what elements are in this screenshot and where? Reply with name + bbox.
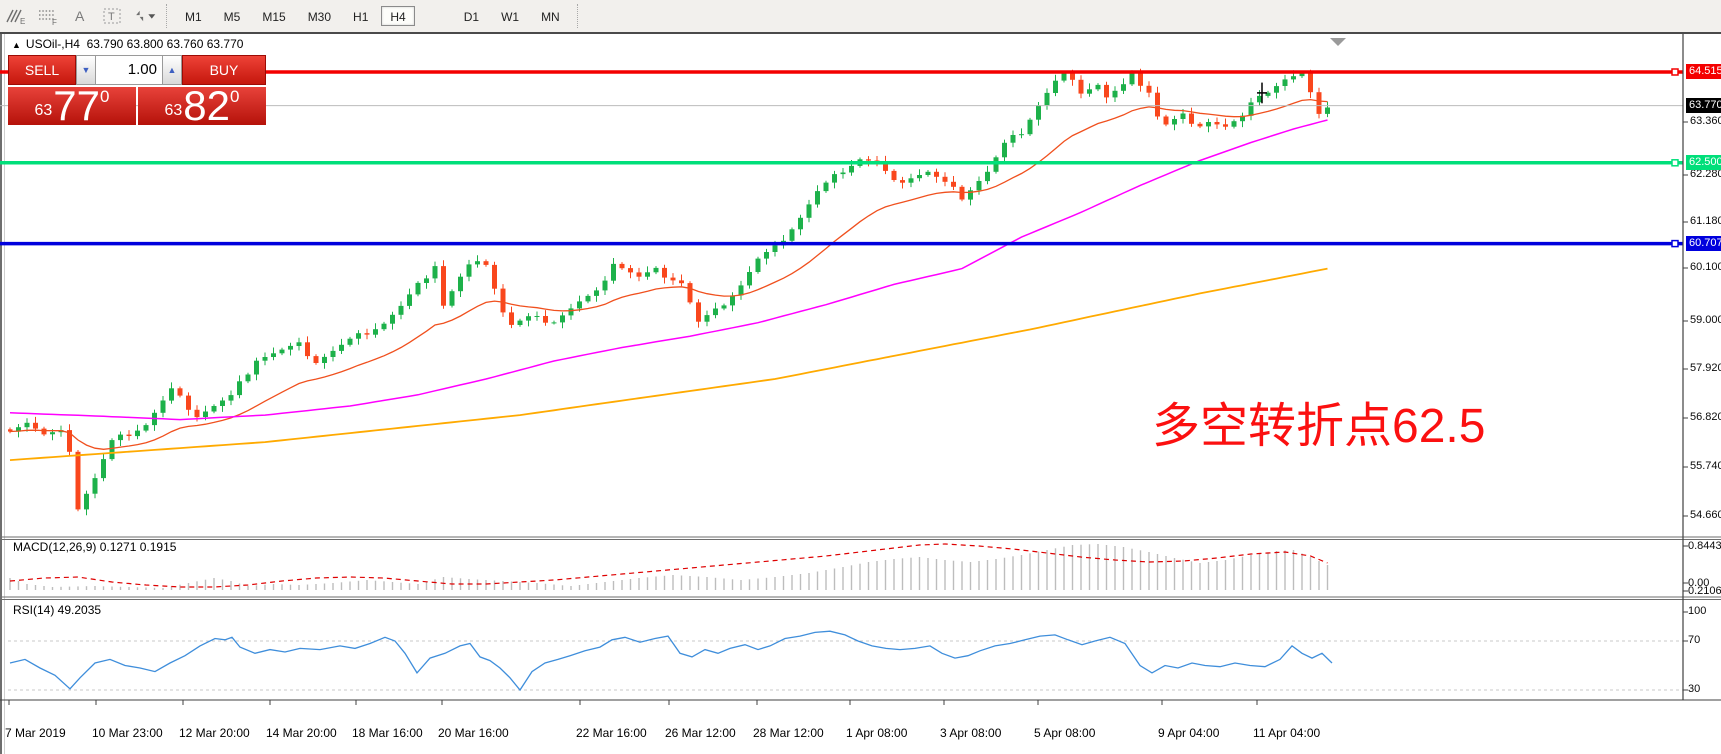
price-axis-label: 55.740 <box>1690 460 1721 472</box>
volume-increase-button[interactable]: ▲ <box>162 55 182 85</box>
window-left-border-inner <box>4 34 5 754</box>
arrow-objects-icon[interactable] <box>131 4 157 28</box>
symbol-name: USOil-,H4 <box>25 37 80 51</box>
time-axis-label: 18 Mar 16:00 <box>352 726 423 740</box>
svg-text:A: A <box>75 8 85 24</box>
time-axis-label: 3 Apr 08:00 <box>940 726 1002 740</box>
toolbar-separator <box>576 4 579 28</box>
volume-decrease-button[interactable]: ▼ <box>76 55 96 85</box>
timeframe-button-m5[interactable]: M5 <box>215 6 250 26</box>
timeframe-button-m1[interactable]: M1 <box>176 6 211 26</box>
time-axis-label: 1 Apr 08:00 <box>846 726 908 740</box>
sell-price-prefix: 63 <box>34 102 53 119</box>
text-box-icon[interactable]: T <box>99 4 125 28</box>
text-label-icon[interactable]: A <box>67 4 93 28</box>
time-axis-label: 26 Mar 12:00 <box>665 726 736 740</box>
buy-price-sup: 0 <box>230 87 240 106</box>
time-axis-label: 12 Mar 20:00 <box>179 726 250 740</box>
price-axis-label: 61.180 <box>1690 215 1721 227</box>
timeframe-button-h1[interactable]: H1 <box>344 6 377 26</box>
svg-text:E: E <box>20 17 25 26</box>
line-drag-handle[interactable] <box>1671 159 1679 167</box>
time-axis-label: 14 Mar 20:00 <box>266 726 337 740</box>
macd-axis-label: 0.00 <box>1688 577 1710 589</box>
timeframe-button-mn[interactable]: MN <box>532 6 569 26</box>
price-axis-label: 57.920 <box>1690 362 1721 374</box>
ohlc-values: 63.790 63.800 63.760 63.770 <box>86 37 244 51</box>
line-drag-handle[interactable] <box>1671 68 1679 76</box>
time-axis-label: 10 Mar 23:00 <box>92 726 163 740</box>
timeframe-button-m15[interactable]: M15 <box>253 6 294 26</box>
rsi-axis-label: 70 <box>1688 634 1701 646</box>
sell-price-big: 77 <box>53 82 101 129</box>
indicators-icon[interactable]: E <box>3 4 29 28</box>
rsi-line <box>9 630 1333 692</box>
price-axis-badge: 62.500 <box>1686 155 1721 170</box>
sell-price-display[interactable]: 63 77 0 <box>8 82 136 129</box>
buy-button[interactable]: BUY <box>182 55 266 85</box>
time-axis-label: 22 Mar 16:00 <box>576 726 647 740</box>
svg-text:F: F <box>52 18 57 26</box>
timeframe-button-w1[interactable]: W1 <box>492 6 528 26</box>
price-axis-label: 60.100 <box>1690 261 1721 273</box>
sell-button[interactable]: SELL <box>8 55 76 85</box>
macd-signal-line <box>9 543 1328 588</box>
line-drag-handle[interactable] <box>1671 239 1679 248</box>
price-axis-badge: 60.707 <box>1686 236 1721 251</box>
price-axis-label: 63.360 <box>1690 115 1721 127</box>
ma-fast-line <box>9 98 1328 450</box>
chart-shift-marker[interactable] <box>1330 38 1346 46</box>
timeframe-button-d1[interactable]: D1 <box>455 6 488 26</box>
ma-mid-line <box>9 119 1328 421</box>
time-axis-label: 9 Apr 04:00 <box>1158 726 1220 740</box>
volume-spinner: ▼ 1.00 ▲ <box>76 55 182 85</box>
macd-histogram <box>9 544 1329 590</box>
ma-slow-line <box>9 267 1328 461</box>
macd-label: MACD(12,26,9) 0.1271 0.1915 <box>13 540 177 554</box>
time-axis-label: 28 Mar 12:00 <box>753 726 824 740</box>
price-axis-label: 54.660 <box>1690 509 1721 521</box>
fibonacci-grid-icon[interactable]: F <box>35 4 61 28</box>
price-axis-label: 56.820 <box>1690 411 1721 423</box>
symbol-title: ▲ USOil-,H4 63.790 63.800 63.760 63.770 <box>12 37 243 51</box>
buy-price-prefix: 63 <box>164 102 183 119</box>
toolbar-divider <box>0 32 1721 34</box>
rsi-axis-label: 30 <box>1688 683 1701 695</box>
toolbar: E F A T M1 M5 M1 <box>0 0 1721 32</box>
macd-axis-label: 0.2106 <box>1688 585 1721 597</box>
price-axis-badge: 64.515 <box>1686 64 1721 79</box>
price-axis-badge: 63.770 <box>1686 98 1721 113</box>
time-axis-label: 11 Apr 04:00 <box>1253 726 1321 740</box>
rsi-label: RSI(14) 49.2035 <box>13 603 102 617</box>
timeframe-buttons: M1 M5 M15 M30 H1 H4 D1 W1 MN <box>174 6 571 26</box>
up-arrow-icon: ▲ <box>12 40 21 50</box>
timeframe-button-h4[interactable]: H4 <box>381 6 415 26</box>
svg-text:T: T <box>108 11 115 23</box>
candlestick-series <box>8 68 1330 516</box>
time-axis-label: 7 Mar 2019 <box>5 726 66 740</box>
timeframe-button-m30[interactable]: M30 <box>299 6 340 26</box>
one-click-trading-panel: SELL ▼ 1.00 ▲ BUY 63 77 0 63 82 0 <box>8 55 266 129</box>
price-axis-label: 59.000 <box>1690 314 1721 326</box>
time-axis-label: 5 Apr 08:00 <box>1034 726 1096 740</box>
sell-price-sup: 0 <box>100 87 110 106</box>
buy-price-display[interactable]: 63 82 0 <box>138 82 266 129</box>
window-left-border <box>0 34 2 754</box>
time-axis-label: 20 Mar 16:00 <box>438 726 509 740</box>
rsi-axis-label: 100 <box>1688 605 1707 617</box>
volume-value[interactable]: 1.00 <box>96 55 162 85</box>
buy-price-big: 82 <box>183 82 231 129</box>
macd-axis-label: 0.8443 <box>1688 540 1721 552</box>
price-axis-label: 62.280 <box>1690 168 1721 180</box>
black-bar-marker <box>1257 82 1267 104</box>
toolbar-separator <box>166 4 168 28</box>
chart-annotation-text: 多空转折点62.5 <box>1152 400 1486 453</box>
